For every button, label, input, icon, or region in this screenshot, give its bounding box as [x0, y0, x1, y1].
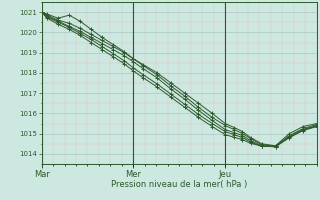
X-axis label: Pression niveau de la mer( hPa ): Pression niveau de la mer( hPa )	[111, 180, 247, 189]
